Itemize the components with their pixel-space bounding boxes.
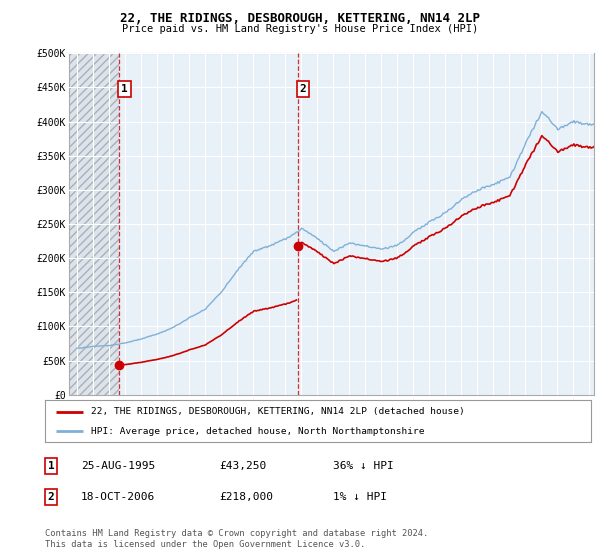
Bar [69,53,119,395]
Text: £43,250: £43,250 [219,461,266,471]
Text: 25-AUG-1995: 25-AUG-1995 [81,461,155,471]
Text: 1% ↓ HPI: 1% ↓ HPI [333,492,387,502]
Text: 1: 1 [47,461,55,471]
Text: Price paid vs. HM Land Registry's House Price Index (HPI): Price paid vs. HM Land Registry's House … [122,24,478,34]
Text: 22, THE RIDINGS, DESBOROUGH, KETTERING, NN14 2LP (detached house): 22, THE RIDINGS, DESBOROUGH, KETTERING, … [91,407,465,416]
Text: 18-OCT-2006: 18-OCT-2006 [81,492,155,502]
Text: 1: 1 [121,84,128,94]
Text: 36% ↓ HPI: 36% ↓ HPI [333,461,394,471]
Text: £218,000: £218,000 [219,492,273,502]
Text: 2: 2 [299,84,306,94]
Text: HPI: Average price, detached house, North Northamptonshire: HPI: Average price, detached house, Nort… [91,427,425,436]
Text: Contains HM Land Registry data © Crown copyright and database right 2024.
This d: Contains HM Land Registry data © Crown c… [45,529,428,549]
Text: 2: 2 [47,492,55,502]
Text: 22, THE RIDINGS, DESBOROUGH, KETTERING, NN14 2LP: 22, THE RIDINGS, DESBOROUGH, KETTERING, … [120,12,480,25]
